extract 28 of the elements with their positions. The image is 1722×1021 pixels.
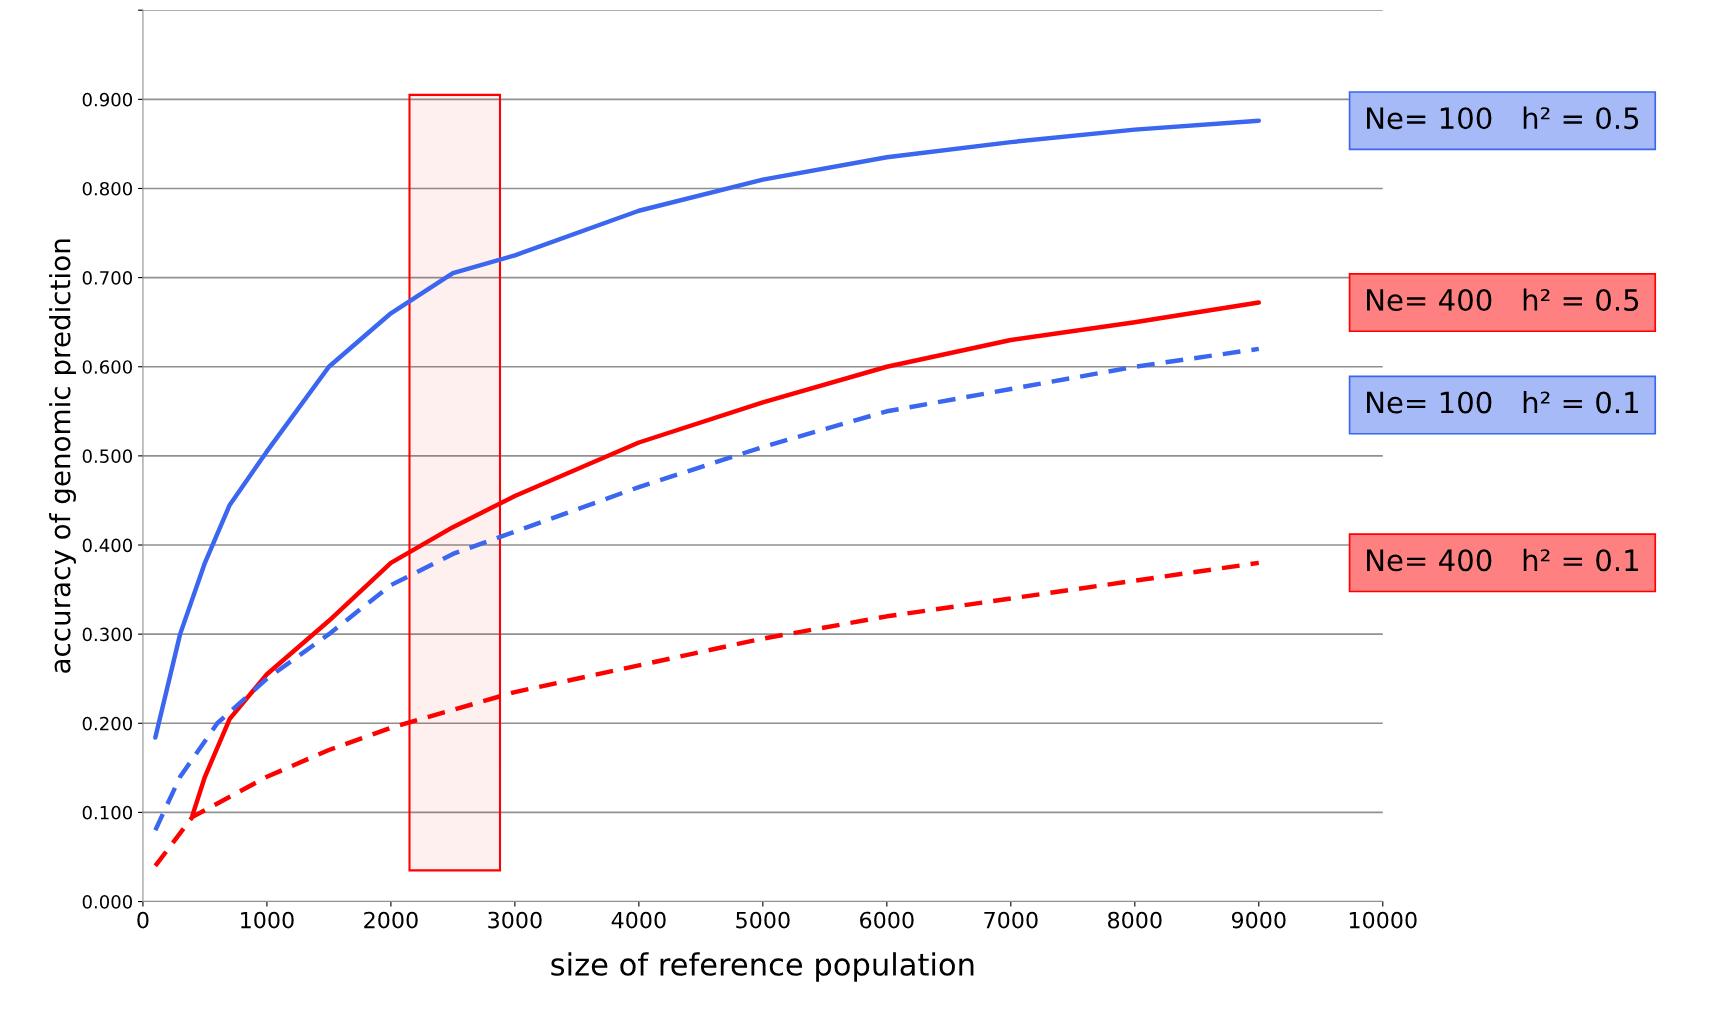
text: Ne= 400 h² = 0.1 — [1367, 548, 1638, 572]
y-tick-label: 0.900 — [82, 92, 132, 107]
x-tick-label: 3000 — [488, 911, 542, 929]
y-tick-label: 0.700 — [82, 271, 132, 285]
text: Ne= 100 h² = 0.5 — [1367, 106, 1639, 130]
x-tick-label: 5000 — [736, 911, 790, 929]
x-tick-label: 6000 — [860, 911, 914, 929]
text: Ne= 400 h² = 0.5 — [1367, 288, 1639, 312]
y-tick-label: 0.100 — [82, 805, 132, 820]
text: Ne= 100 h² = 0.1 — [1367, 390, 1638, 414]
line-series — [153, 118, 1261, 740]
y-tick-label: 0.200 — [82, 716, 132, 731]
y-tick-label: 0.000 — [82, 895, 132, 909]
x-tick-label: 7000 — [984, 911, 1038, 929]
x-axis-title: size of reference population — [551, 952, 974, 982]
x-tick-label: 10000 — [1349, 911, 1417, 929]
y-tick-label: 0.600 — [82, 360, 132, 374]
x-tick-label: 2000 — [364, 911, 418, 929]
y-tick-label: 0.300 — [82, 627, 132, 642]
x-tick-label: 8000 — [1108, 911, 1162, 929]
x-tick-label: 9000 — [1231, 911, 1286, 929]
y-tick-label: 0.400 — [82, 538, 132, 553]
y-tick-label: 0.500 — [82, 449, 132, 463]
x-tick-label: 1000 — [241, 911, 294, 929]
y-tick-label: 0.800 — [82, 181, 132, 196]
x-tick-label: 0 — [137, 911, 149, 929]
y-axis-title: accuracy of genomic prediction — [49, 239, 76, 673]
x-tick-label: 4000 — [611, 911, 666, 929]
